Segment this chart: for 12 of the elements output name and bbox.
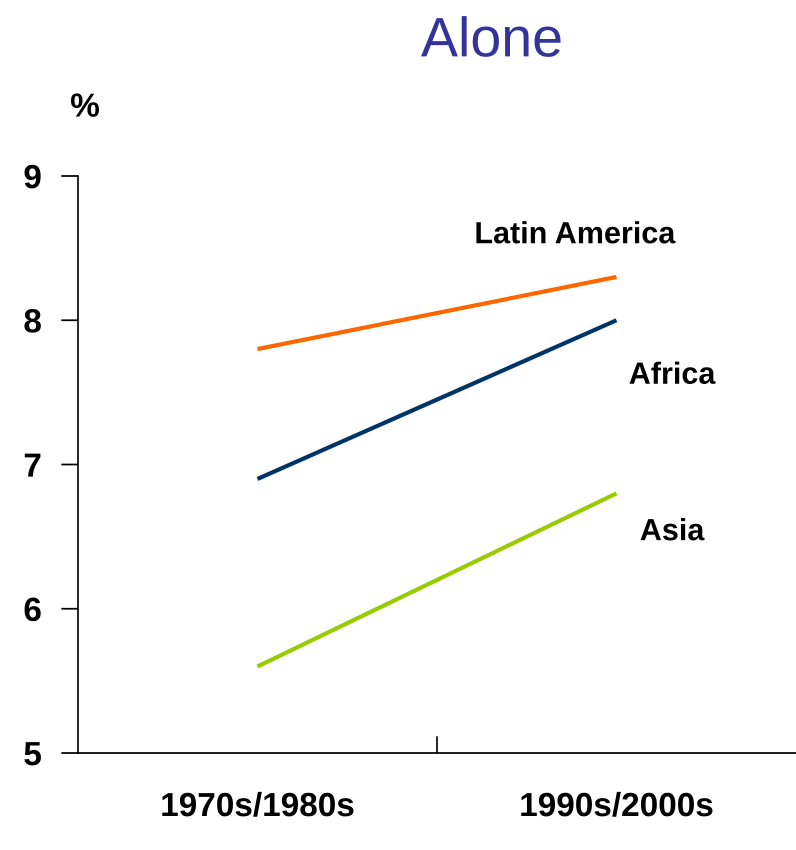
x-tick-label: 1990s/2000s: [521, 792, 712, 817]
series-label: Africa: [630, 362, 716, 384]
y-axis-title: %: [71, 93, 99, 117]
y-tick-label: 6: [24, 598, 41, 622]
y-tick-label: 5: [24, 742, 41, 766]
chart-title: Alone: [421, 16, 561, 57]
y-tick-label: 9: [24, 164, 41, 188]
y-tick-label: 7: [24, 454, 40, 477]
series-label: Asia: [640, 518, 705, 540]
y-tick-label: 8: [24, 309, 41, 333]
series-label: Latin America: [476, 221, 676, 244]
x-tick-label: 1970s/1980s: [162, 792, 354, 817]
